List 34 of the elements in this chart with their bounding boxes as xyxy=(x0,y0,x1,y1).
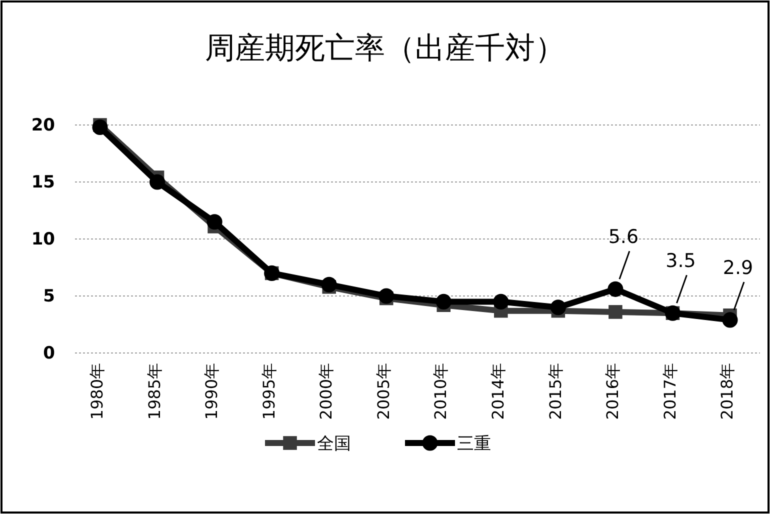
y-tick-label: 5 xyxy=(43,286,55,306)
point xyxy=(550,300,566,316)
point xyxy=(378,288,394,304)
x-tick-label: 2014年 xyxy=(488,363,508,420)
x-tick-label: 1990年 xyxy=(202,363,222,420)
x-tick-label: 2017年 xyxy=(660,363,680,420)
x-tick-label: 1995年 xyxy=(259,363,278,420)
legend-label: 全国 xyxy=(317,434,351,454)
x-tick-label: 2005年 xyxy=(374,363,393,420)
point xyxy=(436,294,452,310)
point xyxy=(92,120,108,136)
y-tick-label: 10 xyxy=(31,229,56,250)
x-tick-label: 2010年 xyxy=(431,363,450,420)
x-tick-label: 1980年 xyxy=(88,363,107,420)
point xyxy=(722,312,738,328)
x-tick-label: 2000年 xyxy=(316,363,336,420)
point xyxy=(608,305,622,319)
point xyxy=(149,174,166,190)
point xyxy=(206,214,222,230)
x-tick-label: 2016年 xyxy=(603,363,622,420)
legend-label: 三重 xyxy=(457,434,491,454)
x-tick-label: 1985年 xyxy=(144,363,164,420)
x-tick-label: 2018年 xyxy=(718,363,737,420)
y-tick-label: 0 xyxy=(43,343,56,364)
x-tick-label: 2015年 xyxy=(546,363,565,420)
data-label: 3.5 xyxy=(666,250,696,272)
chart-title: 周産期死亡率（出産千対） xyxy=(205,31,565,66)
point xyxy=(321,276,337,292)
data-label: 2.9 xyxy=(722,256,754,279)
point xyxy=(493,294,509,310)
y-tick-label: 20 xyxy=(31,115,56,136)
data-label: 5.6 xyxy=(608,226,639,248)
point xyxy=(608,281,624,297)
y-tick-label: 15 xyxy=(31,172,55,192)
